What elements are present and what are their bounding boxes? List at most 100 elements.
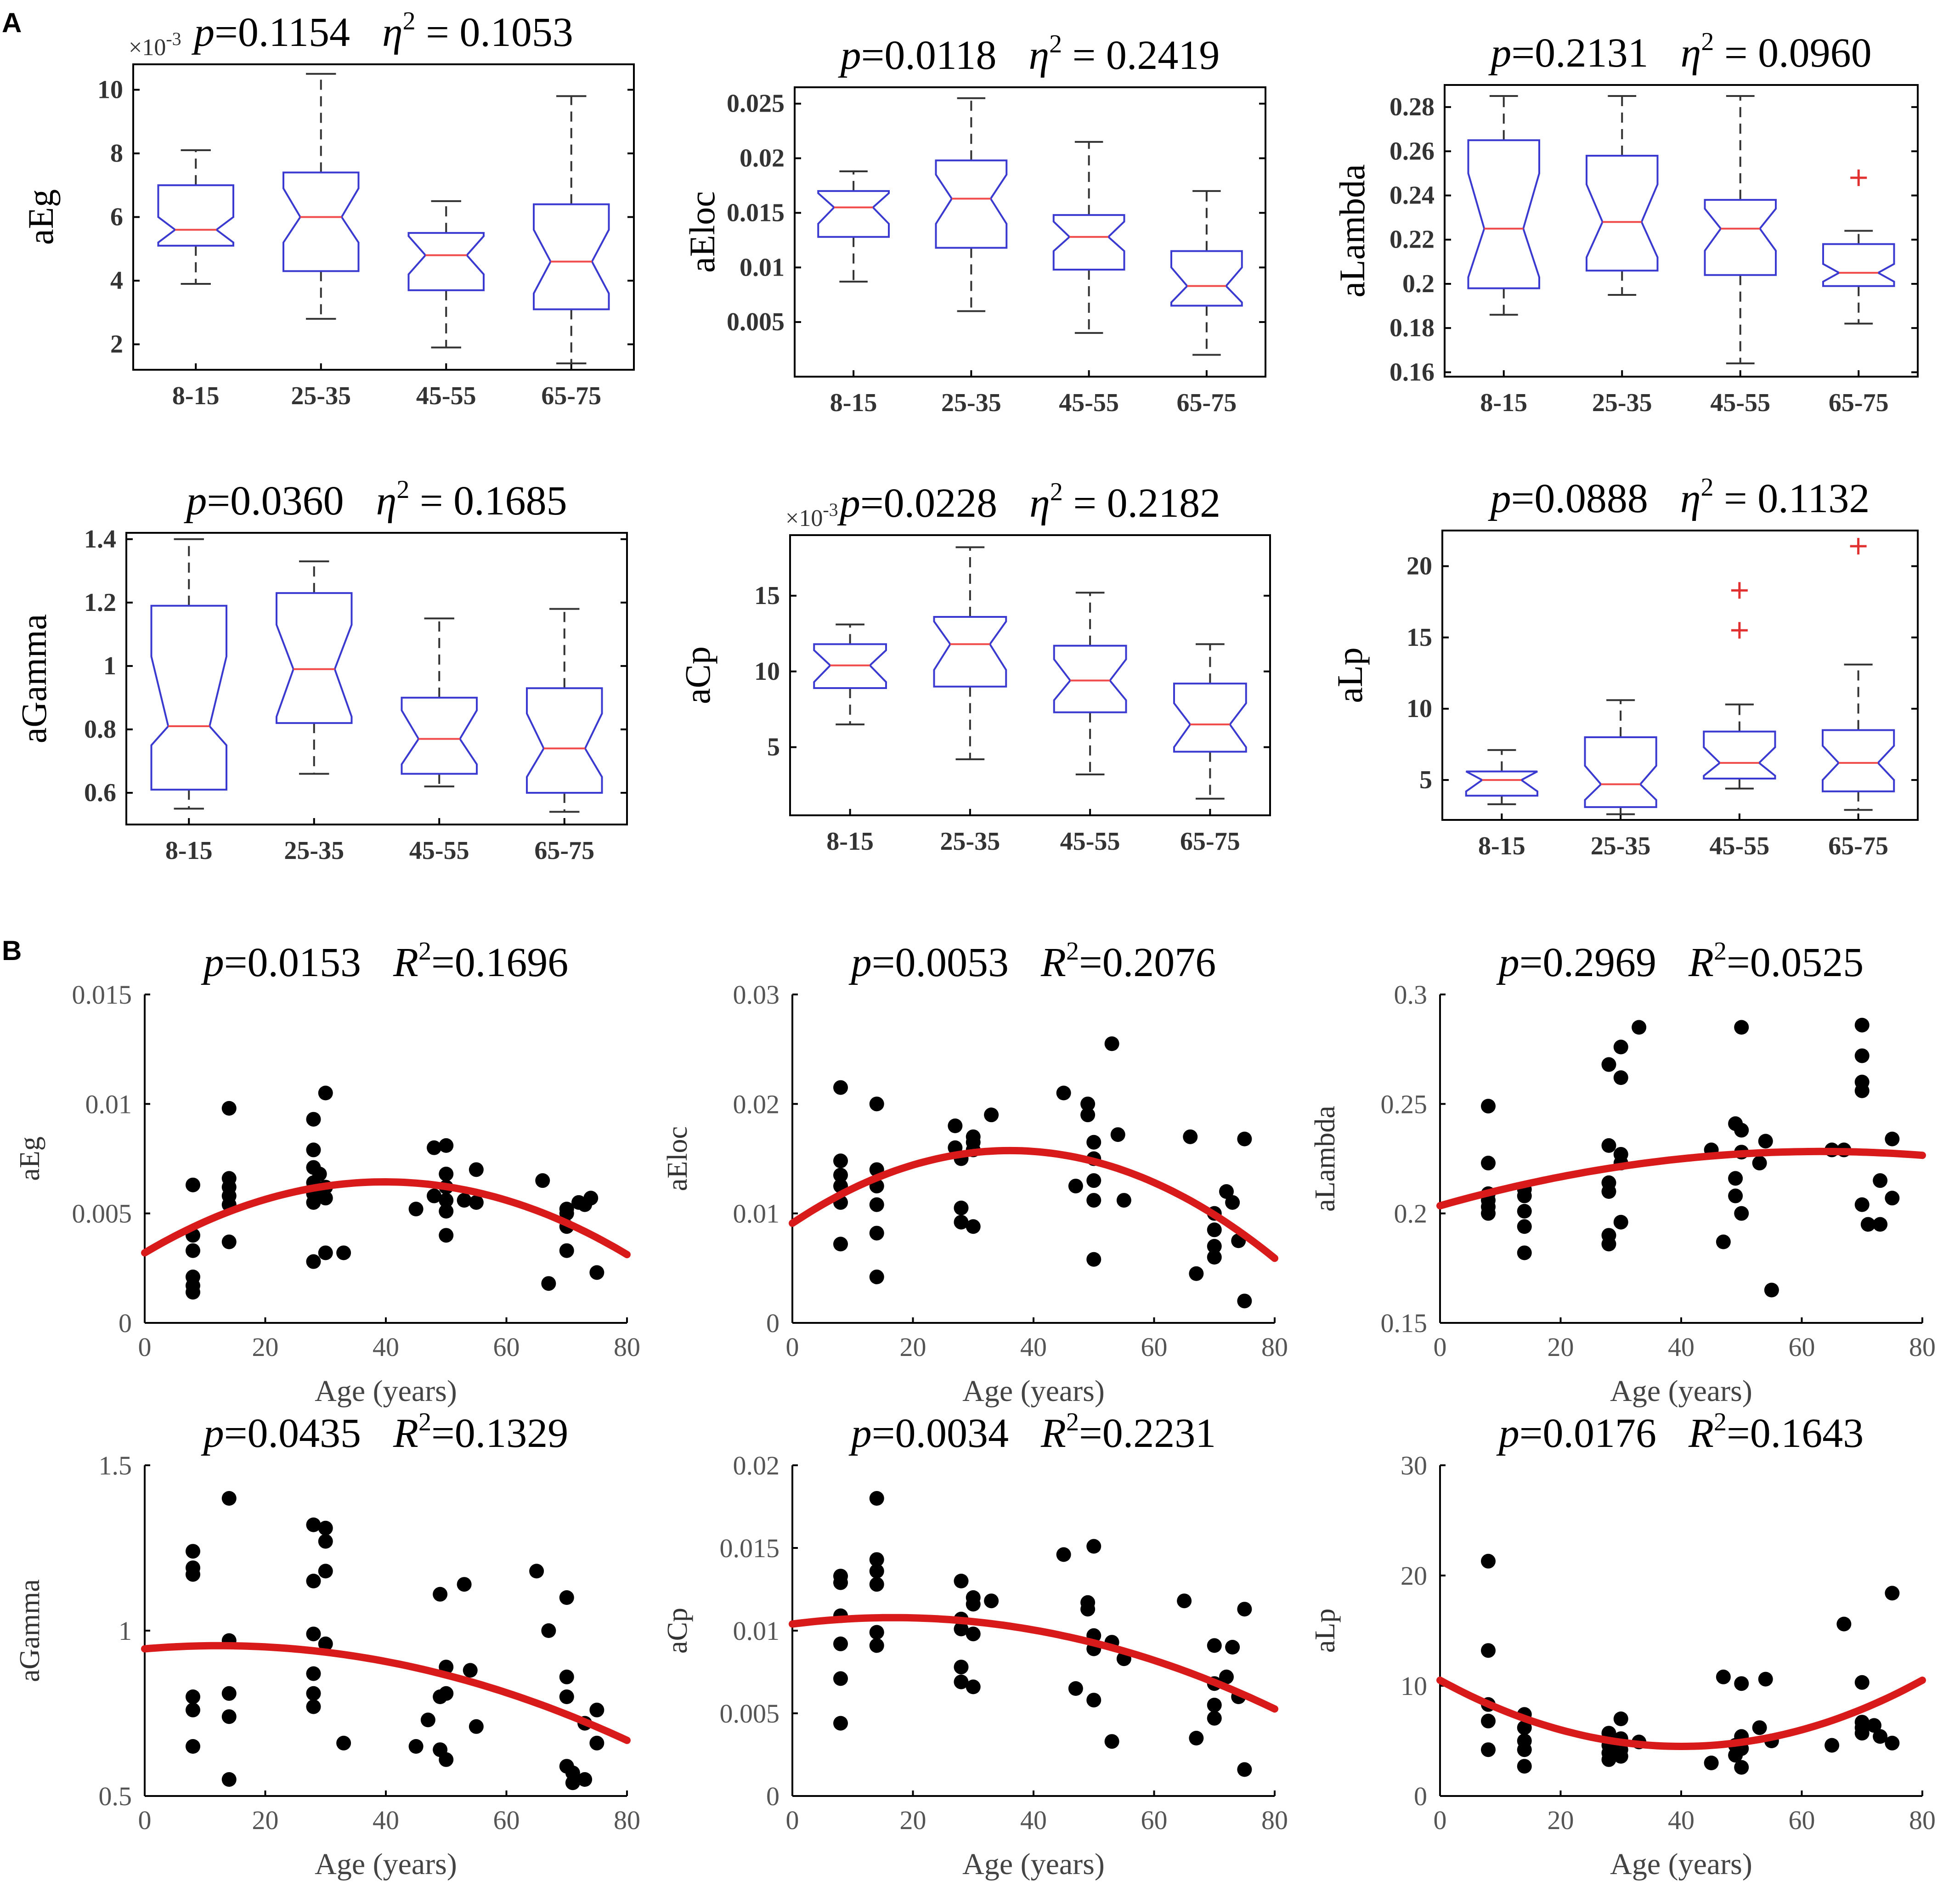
y-tick-label: 0.025 [727,90,785,118]
data-point [306,1254,321,1269]
box-8-15 [813,623,887,726]
p-value-symbol: p [201,940,224,985]
data-point [954,1621,969,1637]
stat-symbol: η [382,10,403,55]
data-point [1110,1127,1125,1142]
data-point [1601,1752,1616,1767]
stat-number: =0.1643 [1727,1411,1864,1456]
data-point [1836,1616,1852,1632]
data-point [186,1567,200,1582]
y-tick-label: 1.2 [84,588,116,617]
p-value-number: =0.0176 [1519,1411,1656,1456]
x-tick-label: 25-35 [1591,832,1651,860]
x-tick-label: 25-35 [291,382,351,410]
p-value-number: =0.0118 [861,33,997,78]
p-value-symbol: p [183,478,207,524]
notched-box [1170,250,1243,307]
data-point [966,1679,981,1694]
data-point [565,1775,580,1790]
y-tick-label: 0.02 [740,144,785,173]
y-axis-label: aLp [1330,647,1370,703]
y-tick-label: 8 [110,139,123,168]
p-value-symbol: p [848,1411,872,1456]
stat-title: p=0.0888 η2 = 0.1132 [1488,473,1870,521]
data-point [559,1206,574,1221]
data-point [1632,1020,1647,1035]
p-value-symbol: p [1496,1411,1519,1456]
p-value-number: =0.0034 [872,1411,1009,1456]
axis-exponent-base: ×10 [129,34,166,61]
data-point [1219,1669,1234,1684]
stat-superscript: 2 [396,475,409,504]
y-tick-label: 10 [1401,1671,1427,1701]
data-point [1885,1131,1900,1146]
data-point [1056,1547,1071,1562]
data-point [948,1118,963,1133]
y-tick-label: 15 [754,582,780,610]
stat-symbol: η [1680,476,1701,521]
data-point [1758,1672,1773,1687]
data-point [318,1085,333,1101]
x-tick-label: 45-55 [1059,389,1119,417]
p-value-number: =0.0053 [872,940,1009,985]
stat-symbol: R [393,940,418,985]
data-point [1716,1234,1731,1249]
data-point [408,1739,424,1754]
y-tick-label: 0.2 [1394,1199,1428,1229]
data-point [1481,1713,1496,1728]
stat-title: p=0.0034 R2=0.2231 [848,1408,1216,1456]
notched-box [1704,199,1777,276]
data-point [186,1702,200,1717]
box-8-15 [150,538,227,810]
data-point [306,1666,321,1681]
data-point [439,1138,454,1153]
box-8-15 [157,149,234,285]
data-point [336,1735,351,1751]
x-tick-label: 45-55 [1710,389,1770,417]
data-point [1086,1173,1101,1188]
data-point [1873,1217,1888,1232]
stat-title: p=0.0176 R2=0.1643 [1496,1408,1864,1456]
y-axis-label: aGamma [14,1579,45,1682]
data-point [439,1752,454,1767]
data-point [1237,1131,1252,1146]
x-tick-label: 40 [1020,1805,1047,1835]
x-axis-label: Age (years) [315,1374,457,1408]
data-point [1517,1219,1532,1234]
p-value-symbol: p [1496,940,1519,985]
box-65-75 [1170,190,1243,356]
p-value-number: =0.1154 [215,10,350,55]
data-point [1867,1718,1881,1733]
x-tick-label: 40 [1668,1332,1695,1362]
y-tick-label: 0.005 [727,308,785,336]
stat-title: p=0.0228 η2 = 0.2182 [837,478,1220,526]
data-point [312,1166,327,1181]
stat-title: p=0.0360 η2 = 0.1685 [183,475,567,524]
data-point [469,1162,484,1177]
data-point [954,1574,969,1588]
y-axis-label: aEloc [662,1126,693,1191]
notched-box [1173,683,1247,753]
data-point [1189,1266,1204,1281]
data-point [306,1699,321,1714]
data-point [1225,1195,1240,1210]
data-point [306,1686,321,1701]
y-axis-label: aGamma [14,614,54,744]
data-point [186,1243,200,1258]
y-tick-label: 0.8 [84,715,116,744]
plot-frame [794,86,1266,378]
y-axis-label: aCp [662,1608,693,1654]
data-point [1873,1173,1888,1188]
notched-box [817,190,890,238]
stat-number: = 0.2419 [1062,33,1220,78]
data-point [984,1107,999,1123]
data-point [559,1689,574,1704]
data-point [1080,1096,1096,1112]
data-point [954,1214,969,1230]
data-point [1056,1085,1071,1101]
data-point [535,1173,550,1188]
y-axis-label: aLambda [1332,164,1372,297]
data-point [1086,1693,1101,1708]
